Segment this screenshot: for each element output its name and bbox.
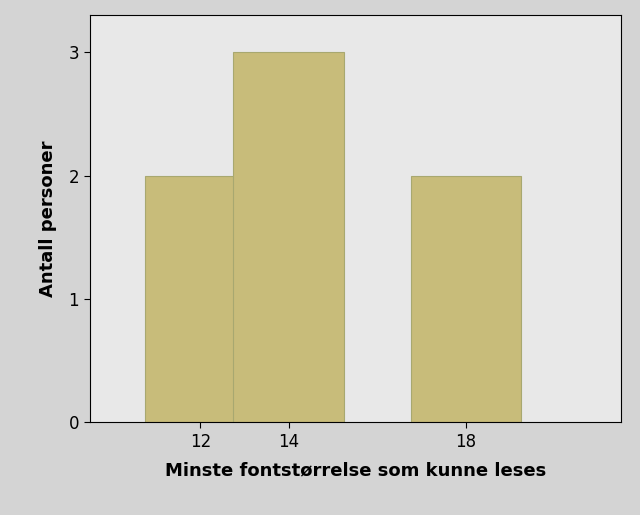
X-axis label: Minste fontstørrelse som kunne leses: Minste fontstørrelse som kunne leses <box>164 462 546 480</box>
Y-axis label: Antall personer: Antall personer <box>40 141 58 297</box>
Bar <box>410 176 521 422</box>
Bar <box>234 53 344 422</box>
Bar <box>145 176 255 422</box>
